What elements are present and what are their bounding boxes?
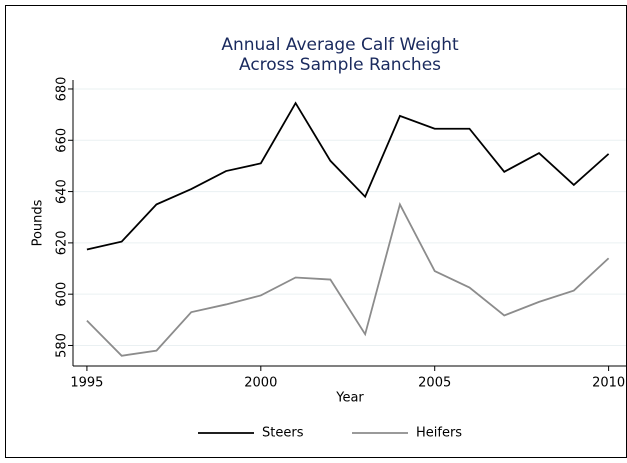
x-tick-label: 2010 bbox=[592, 376, 625, 391]
chart-border bbox=[5, 5, 627, 458]
y-tick-label: 580 bbox=[55, 333, 70, 358]
series-line bbox=[86, 101, 610, 251]
x-tick-label: 2000 bbox=[244, 376, 277, 391]
chart-title: Across Sample Ranches bbox=[239, 55, 441, 75]
y-tick-label: 620 bbox=[55, 230, 70, 255]
legend-label: Heifers bbox=[416, 426, 462, 441]
x-tick-label: 1995 bbox=[70, 376, 103, 391]
y-tick-label: 680 bbox=[55, 77, 70, 102]
x-tick-label: 2005 bbox=[418, 376, 451, 391]
y-axis-label: Pounds bbox=[31, 199, 46, 246]
series-line bbox=[86, 201, 610, 357]
chart-title: Annual Average Calf Weight bbox=[221, 35, 459, 55]
legend-label: Steers bbox=[262, 426, 304, 441]
y-tick-label: 660 bbox=[55, 128, 70, 153]
y-tick-label: 600 bbox=[55, 282, 70, 307]
x-axis-label: Year bbox=[335, 391, 364, 406]
y-tick-label: 640 bbox=[55, 179, 70, 204]
